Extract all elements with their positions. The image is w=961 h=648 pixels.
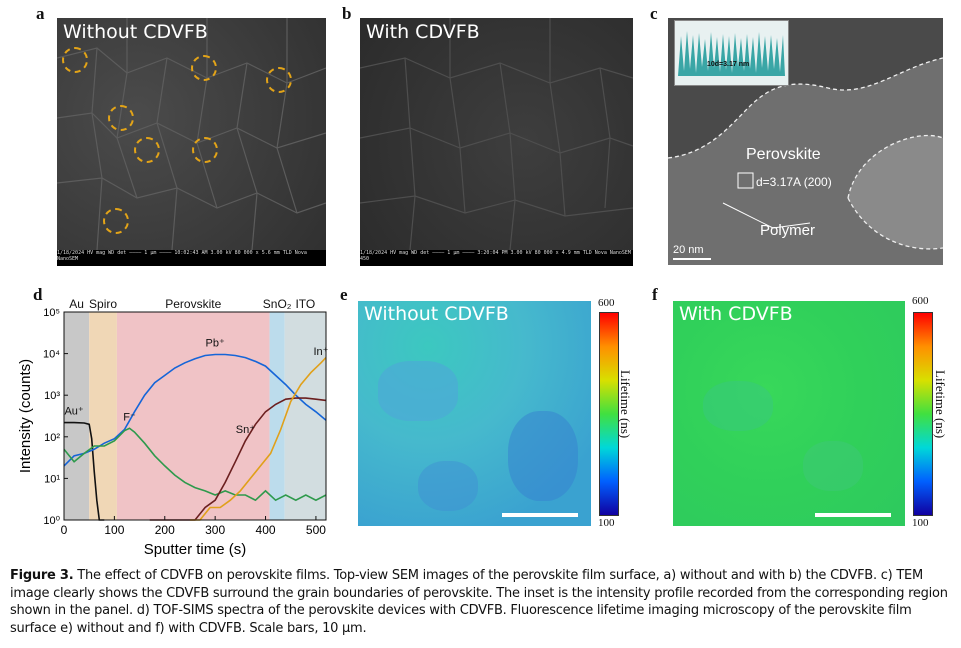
sem-info-bar: 1/18/2024 HV mag WD det ———— 1 μm ———— 1… — [57, 250, 326, 266]
x-tick-label: 0 — [61, 523, 68, 537]
colorbar-min: 100 — [598, 517, 615, 529]
series-label: Pb⁺ — [206, 338, 225, 350]
y-tick-label: 10¹ — [44, 473, 60, 485]
grain-boundaries — [57, 18, 326, 250]
defect-circle — [103, 208, 129, 234]
y-tick-label: 10⁰ — [43, 515, 60, 527]
region-label: ITO — [295, 297, 315, 311]
x-tick-label: 400 — [256, 523, 276, 537]
region-label: Au — [69, 297, 84, 311]
x-tick-label: 100 — [104, 523, 124, 537]
series-line — [63, 427, 327, 502]
y-tick-label: 10³ — [44, 390, 60, 402]
series-label: Sn⁺ — [236, 424, 255, 436]
panel-label-f: f — [652, 285, 658, 304]
tem-scale-label: 20 nm — [673, 244, 704, 256]
caption-text: The effect of CDVFB on perovskite films.… — [10, 568, 948, 636]
y-axis-title: Intensity (counts) — [17, 359, 34, 473]
polymer-label: Polymer — [760, 222, 816, 239]
tem-image: 10d=3.17 nm Perovskite d=3.17A (200) Pol… — [668, 18, 943, 265]
defect-circle — [266, 67, 292, 93]
sem-image-with: With CDVFB 1/18/2024 HV mag WD det ———— … — [360, 18, 633, 266]
inset-text: 10d=3.17 nm — [707, 61, 750, 68]
series-line — [64, 421, 105, 521]
series-line — [190, 357, 327, 521]
defect-circle — [192, 137, 218, 163]
y-tick-label: 10⁴ — [43, 349, 60, 361]
intensity-profile — [678, 31, 785, 76]
sem-title-b: With CDVFB — [366, 21, 480, 43]
intensity-inset: 10d=3.17 nm — [674, 20, 789, 86]
defect-circle — [108, 105, 134, 131]
sem-image-without: Without CDVFB 1/18/2024 HV mag WD det ——… — [57, 18, 326, 266]
region-label: SnO₂ — [263, 297, 292, 311]
perovskite-label: Perovskite — [746, 146, 821, 163]
colorbar-e — [599, 312, 619, 516]
panel-label-a: a — [36, 4, 45, 23]
caption-head: Figure 3. — [10, 568, 74, 583]
tof-sims-chart: Au Spiro Perovskite SnO₂ ITO Au⁺Pb⁺F⁻Sn⁺In⁺ … — [17, 297, 329, 558]
panel-label-b: b — [342, 4, 352, 23]
colorbar-f — [913, 312, 933, 516]
d-spacing-label: d=3.17A (200) — [756, 175, 832, 189]
colorbar-min: 100 — [912, 517, 929, 529]
region-band — [284, 312, 326, 520]
figure-caption: Figure 3. The effect of CDVFB on perovsk… — [10, 567, 955, 637]
panel-label-d: d — [33, 285, 43, 304]
colorbar-label: Lifetime (ns) — [618, 370, 633, 439]
series-label: F⁻ — [123, 411, 136, 423]
sem-info-bar: 1/18/2024 HV mag WD det ———— 1 μm ———— 3… — [360, 250, 633, 266]
x-tick-label: 200 — [155, 523, 175, 537]
series-label: In⁺ — [313, 346, 328, 358]
region-band — [269, 312, 285, 520]
flim-image-without: Without CDVFB — [358, 301, 591, 526]
x-tick-label: 300 — [205, 523, 225, 537]
series-label: Au⁺ — [64, 406, 83, 418]
x-axis-title: Sputter time (s) — [144, 541, 247, 558]
defect-circle — [191, 55, 217, 81]
sem-title-a: Without CDVFB — [63, 21, 208, 43]
flim-title-e: Without CDVFB — [364, 303, 509, 325]
x-tick-label: 500 — [306, 523, 326, 537]
scale-bar — [502, 513, 578, 517]
region-label: Spiro — [89, 297, 117, 311]
panel-label-c: c — [650, 4, 658, 23]
panel-label-e: e — [340, 285, 348, 304]
region-band — [116, 312, 270, 520]
tem-scale-bar — [673, 258, 711, 260]
region-band — [64, 312, 90, 520]
colorbar-max: 600 — [912, 295, 929, 307]
tem-regions — [668, 57, 943, 265]
region-band — [89, 312, 117, 520]
scale-bar — [815, 513, 891, 517]
colorbar-label: Lifetime (ns) — [933, 370, 948, 439]
flim-title-f: With CDVFB — [679, 303, 793, 325]
series-line — [63, 353, 327, 467]
colorbar-max: 600 — [598, 297, 615, 309]
defect-circle — [62, 47, 88, 73]
region-label: Perovskite — [165, 297, 221, 311]
y-tick-label: 10² — [44, 432, 60, 444]
y-tick-label: 10⁵ — [43, 307, 60, 319]
grain-boundaries — [360, 18, 633, 250]
flim-image-with: With CDVFB — [673, 301, 905, 526]
plot-frame — [63, 311, 327, 521]
defect-circle — [134, 137, 160, 163]
